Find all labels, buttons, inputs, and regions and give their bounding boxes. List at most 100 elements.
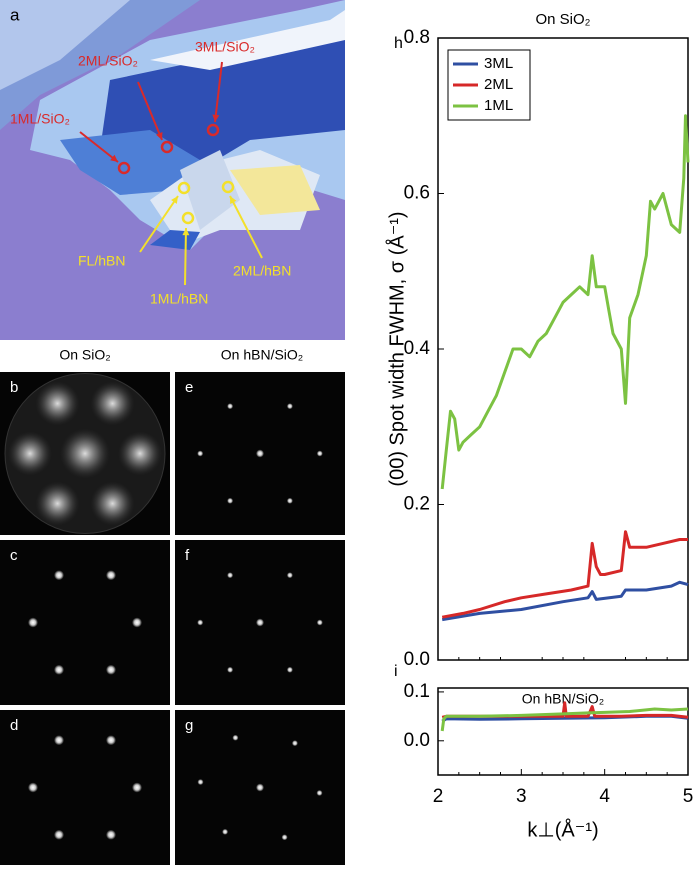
spot [197,619,204,626]
spot [118,431,162,476]
diffraction-panels [0,372,345,865]
spot [227,497,234,504]
spot [286,403,293,410]
arrow [184,227,187,286]
arrow-head [212,114,220,122]
panel-letter: g [185,717,193,734]
series-line [440,114,690,490]
diffraction-image [0,540,170,705]
chart-title: On hBN/SiO₂ [522,691,604,707]
spot [60,428,110,479]
y-tick-label: 0.2 [404,494,430,515]
y-tick-label: 0.6 [404,183,430,204]
arrow-head [156,132,163,140]
spot [106,829,116,840]
x-axis-label: k⊥(Å⁻¹) [527,818,598,841]
y-tick-label: 0.0 [404,649,430,670]
spot [106,570,116,581]
legend-label: 1ML [484,97,513,114]
spot [106,735,116,746]
panel-letter: f [185,547,190,564]
spot [54,735,64,746]
spot [197,450,204,457]
x-tick-label: 2 [433,786,444,807]
legend-label: 3ML [484,55,513,72]
plot-frame [437,37,689,661]
spot [28,617,38,628]
spot [316,619,323,626]
panel-letter: e [185,379,193,396]
optical-image [0,0,345,340]
legend-box [447,49,531,121]
annotation: 1ML/SiO₂ [10,111,70,127]
column-header: On hBN/SiO₂ [221,347,303,363]
spot [54,829,64,840]
y-tick-label: 0.1 [404,681,430,702]
spot [132,617,142,628]
spot [256,618,264,627]
spot [222,828,229,835]
panel-letter: a [10,5,20,24]
marker [206,123,220,137]
spot [54,664,64,675]
marker [221,180,235,194]
diffraction-image [0,710,170,865]
y-tick-label: 0.4 [404,338,431,359]
arrow [79,131,119,163]
arrow [139,195,179,253]
spot [286,497,293,504]
spot [291,740,298,747]
spot [106,664,116,675]
chart-title: On SiO₂ [535,11,590,28]
y-axis-label: (00) Spot width FWHM, σ (Å⁻¹) [385,211,408,486]
annotation: 2ML/hBN [233,263,291,279]
legend-label: 2ML [484,76,513,93]
arrow-head [110,154,118,162]
annotation: FL/hBN [78,253,125,269]
panel-letter: h [394,35,403,52]
spot [232,734,239,741]
series-line [440,707,689,732]
series-line [441,530,688,619]
spot [132,782,142,793]
spot [35,481,80,526]
spot [256,449,264,458]
spot [256,783,264,792]
marker [181,211,195,225]
panel-letter: b [10,379,18,396]
x-tick-label: 4 [599,786,610,807]
spot [197,779,204,786]
spot [90,481,135,526]
spot [28,782,38,793]
panel-letter: c [10,547,18,564]
arrow [214,61,223,123]
y-tick-label: 0.8 [404,27,430,48]
panel-letter: i [394,663,398,680]
x-tick-label: 3 [516,786,527,807]
annotation: 1ML/hBN [150,291,208,307]
arrow-head [182,228,190,236]
spot [316,450,323,457]
spot [35,381,80,426]
spot [316,789,323,796]
marker [177,181,191,195]
series-line [441,580,689,622]
panel-letter: d [10,717,18,734]
spot [227,403,234,410]
arrow [229,195,263,259]
spot [8,431,52,476]
column-header: On SiO₂ [59,347,110,363]
spot [54,570,64,581]
x-tick-label: 5 [683,786,694,807]
spot [286,666,293,673]
spot [286,572,293,579]
arrow-head [171,196,178,204]
arrow-head [230,196,237,204]
annotation: 3ML/SiO₂ [195,39,255,55]
marker [160,140,174,154]
annotation: 2ML/SiO₂ [78,53,138,69]
y-tick-label: 0.0 [404,730,430,751]
spot [90,381,135,426]
arrow [137,81,163,141]
